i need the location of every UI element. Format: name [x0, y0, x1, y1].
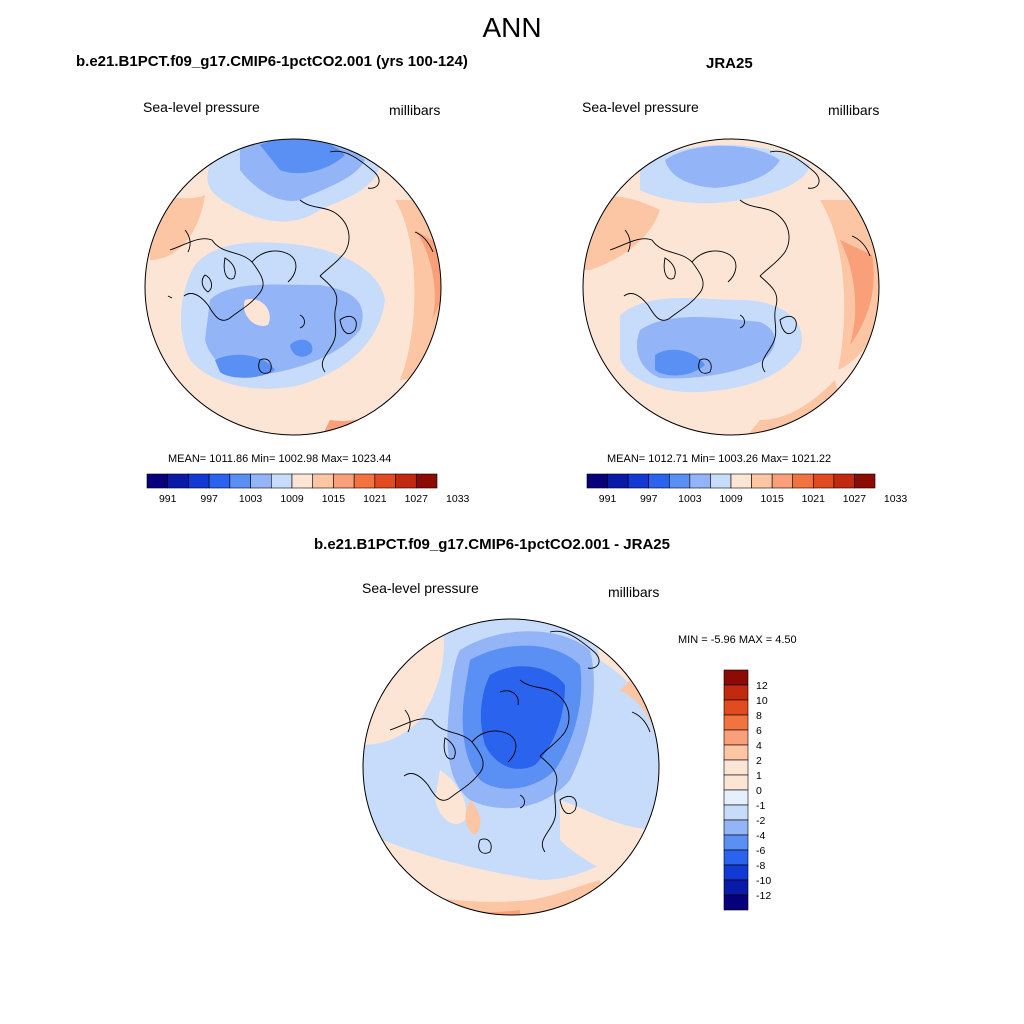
panel2-title: JRA25	[706, 55, 753, 72]
colorbar-3-swatch	[723, 699, 749, 716]
panel3-title: b.e21.B1PCT.f09_g17.CMIP6-1pctCO2.001 - …	[314, 536, 670, 553]
colorbar-1-tick-label: 1003	[239, 493, 263, 505]
colorbar-1-tick-label: 1033	[446, 493, 470, 505]
colorbar-1-swatch	[250, 473, 272, 489]
colorbar-3-swatch	[723, 864, 749, 881]
colorbar-3-tick-label: -10	[756, 875, 771, 887]
colorbar-1-swatch	[208, 473, 231, 489]
colorbar-2-swatch	[607, 473, 629, 489]
colorbar-2-swatch	[771, 473, 794, 489]
colorbar-1-swatch	[188, 473, 210, 489]
colorbar-1-swatch	[415, 473, 438, 489]
colorbar-panel2: 991 997 1003 1009 1015 1021 1027 1033	[586, 473, 908, 505]
colorbar-3-tick-label: 1	[756, 770, 762, 782]
colorbar-1-swatch	[374, 473, 396, 489]
map-panel3-outline	[362, 618, 660, 916]
colorbar-2-swatch	[627, 473, 650, 489]
colorbar-1-swatch	[146, 473, 169, 489]
colorbar-3-tick-label: -6	[756, 845, 765, 857]
panel2-stats: MEAN= 1012.71 Min= 1003.26 Max= 1021.22	[607, 453, 832, 465]
colorbar-2-tick-label: 1027	[843, 493, 867, 505]
panel1-title: b.e21.B1PCT.f09_g17.CMIP6-1pctCO2.001 (y…	[76, 53, 468, 70]
colorbar-1-swatch	[291, 473, 314, 489]
colorbar-1-swatch	[167, 473, 189, 489]
colorbar-1-swatch	[353, 473, 376, 489]
colorbar-3-swatch	[723, 789, 749, 806]
colorbar-1-tick-label: 997	[200, 493, 218, 505]
colorbar-2-swatch	[689, 473, 711, 489]
colorbar-2-swatch	[730, 473, 752, 489]
colorbar-2-tick-label: 991	[599, 493, 617, 505]
colorbar-1-swatch	[229, 473, 251, 489]
colorbar-3-swatch	[723, 759, 749, 776]
colorbar-2-swatch	[751, 473, 773, 489]
colorbar-2-swatch	[648, 473, 670, 489]
colorbar-2-swatch	[812, 473, 835, 489]
colorbar-3-swatch	[723, 714, 749, 731]
colorbar-3-tick-label: -1	[756, 800, 765, 812]
panel2-variable-label: Sea-level pressure	[582, 99, 699, 115]
colorbar-3-tick-label: 10	[756, 695, 768, 707]
map-panel3	[363, 619, 659, 915]
colorbar-2-tick-label: 1033	[884, 493, 908, 505]
colorbar-3-swatch	[723, 849, 749, 866]
colorbar-1-tick-label: 1021	[363, 493, 387, 505]
colorbar-3-swatch	[723, 669, 749, 686]
colorbar-1-tick-label: 1009	[280, 493, 304, 505]
colorbar-1-tick-label: 991	[159, 493, 177, 505]
colorbar-1-tick-label: 1027	[405, 493, 429, 505]
figure-title: ANN	[482, 12, 542, 43]
colorbar-2-swatch	[833, 473, 855, 489]
colorbar-2-swatch	[668, 473, 691, 489]
panel1-variable-label: Sea-level pressure	[143, 99, 260, 115]
colorbar-3-tick-label: -4	[756, 830, 765, 842]
panel1-units-label: millibars	[389, 102, 441, 118]
panel3-units-label: millibars	[608, 584, 660, 600]
colorbar-panel1: 991 997 1003 1009 1015 1021 1027 1033	[146, 473, 470, 505]
colorbar-2-tick-label: 997	[640, 493, 658, 505]
colorbar-3-tick-label: 0	[756, 785, 762, 797]
colorbar-3-tick-label: -8	[756, 860, 765, 872]
colorbar-2-swatch	[854, 473, 876, 489]
panel1-stats: MEAN= 1011.86 Min= 1002.98 Max= 1023.44	[168, 453, 392, 465]
colorbar-1-swatch	[333, 473, 355, 489]
colorbar-2-swatch	[792, 473, 814, 489]
colorbar-3-swatch	[723, 819, 749, 836]
colorbar-3-swatch	[723, 894, 749, 911]
colorbar-3-swatch	[723, 744, 749, 761]
colorbar-3-tick-label: -12	[756, 890, 771, 902]
colorbar-3-tick-label: 2	[756, 755, 762, 767]
colorbar-2-swatch	[586, 473, 608, 489]
colorbar-1-swatch	[395, 473, 417, 489]
colorbar-2-tick-label: 1003	[678, 493, 702, 505]
colorbar-3-swatch	[723, 879, 749, 896]
colorbar-3-tick-label: -2	[756, 815, 765, 827]
map-panel2	[583, 139, 879, 435]
colorbar-3-tick-label: 4	[756, 740, 762, 752]
colorbar-3-swatch	[723, 729, 749, 746]
colorbar-3-tick-label: 12	[756, 680, 768, 692]
colorbar-2-tick-label: 1015	[760, 493, 784, 505]
colorbar-3-swatch	[723, 774, 749, 791]
map-panel1-outline	[144, 138, 442, 436]
colorbar-3-swatch	[723, 804, 749, 821]
panel3-stats: MIN = -5.96 MAX = 4.50	[678, 634, 797, 646]
colorbar-1-swatch	[312, 473, 334, 489]
colorbar-2-tick-label: 1009	[719, 493, 743, 505]
colorbar-1-swatch	[270, 473, 293, 489]
map-panel2-outline	[582, 138, 880, 436]
panel2-units-label: millibars	[828, 102, 880, 118]
map-panel1	[145, 139, 441, 435]
colorbar-1-tick-label: 1015	[322, 493, 346, 505]
colorbar-2-tick-label: 1021	[802, 493, 826, 505]
colorbar-3-swatch	[723, 684, 749, 701]
colorbar-2-swatch	[710, 473, 732, 489]
colorbar-3-tick-label: 6	[756, 725, 762, 737]
colorbar-3-tick-label: 8	[756, 710, 762, 722]
panel3-variable-label: Sea-level pressure	[362, 580, 479, 596]
colorbar-3-swatch	[723, 834, 749, 851]
